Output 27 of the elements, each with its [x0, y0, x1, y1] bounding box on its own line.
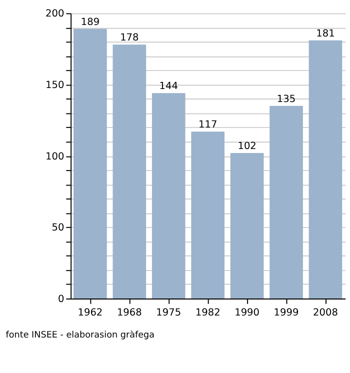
y-tick-label: 100 [46, 151, 64, 162]
bar [270, 106, 303, 299]
x-tick-label: 1975 [156, 308, 182, 319]
data-label: 117 [198, 120, 218, 131]
source-note: fonte INSEE - elaborasion gràfega [6, 330, 154, 341]
data-label: 178 [120, 32, 139, 44]
x-tick-label: 1990 [234, 308, 260, 319]
y-tick-label: 0 [58, 294, 64, 305]
y-tick-label: 200 [46, 8, 64, 20]
x-tick-label: 1982 [195, 308, 220, 319]
y-tick-label: 50 [52, 222, 64, 234]
bar [191, 132, 225, 299]
bar [112, 44, 146, 299]
bar [230, 153, 264, 299]
bar [74, 28, 107, 299]
x-tick-label: 2008 [313, 308, 338, 319]
data-label: 189 [80, 16, 100, 28]
data-label: 181 [316, 28, 335, 40]
bar [308, 40, 342, 299]
data-label: 144 [159, 81, 178, 92]
x-tick-label: 1968 [116, 308, 142, 319]
data-label: 102 [238, 141, 256, 152]
y-tick-label: 150 [46, 80, 64, 91]
data-label: 135 [276, 94, 296, 106]
x-tick-label: 1962 [78, 308, 103, 319]
x-tick-label: 1999 [274, 308, 299, 319]
bar [152, 93, 186, 299]
